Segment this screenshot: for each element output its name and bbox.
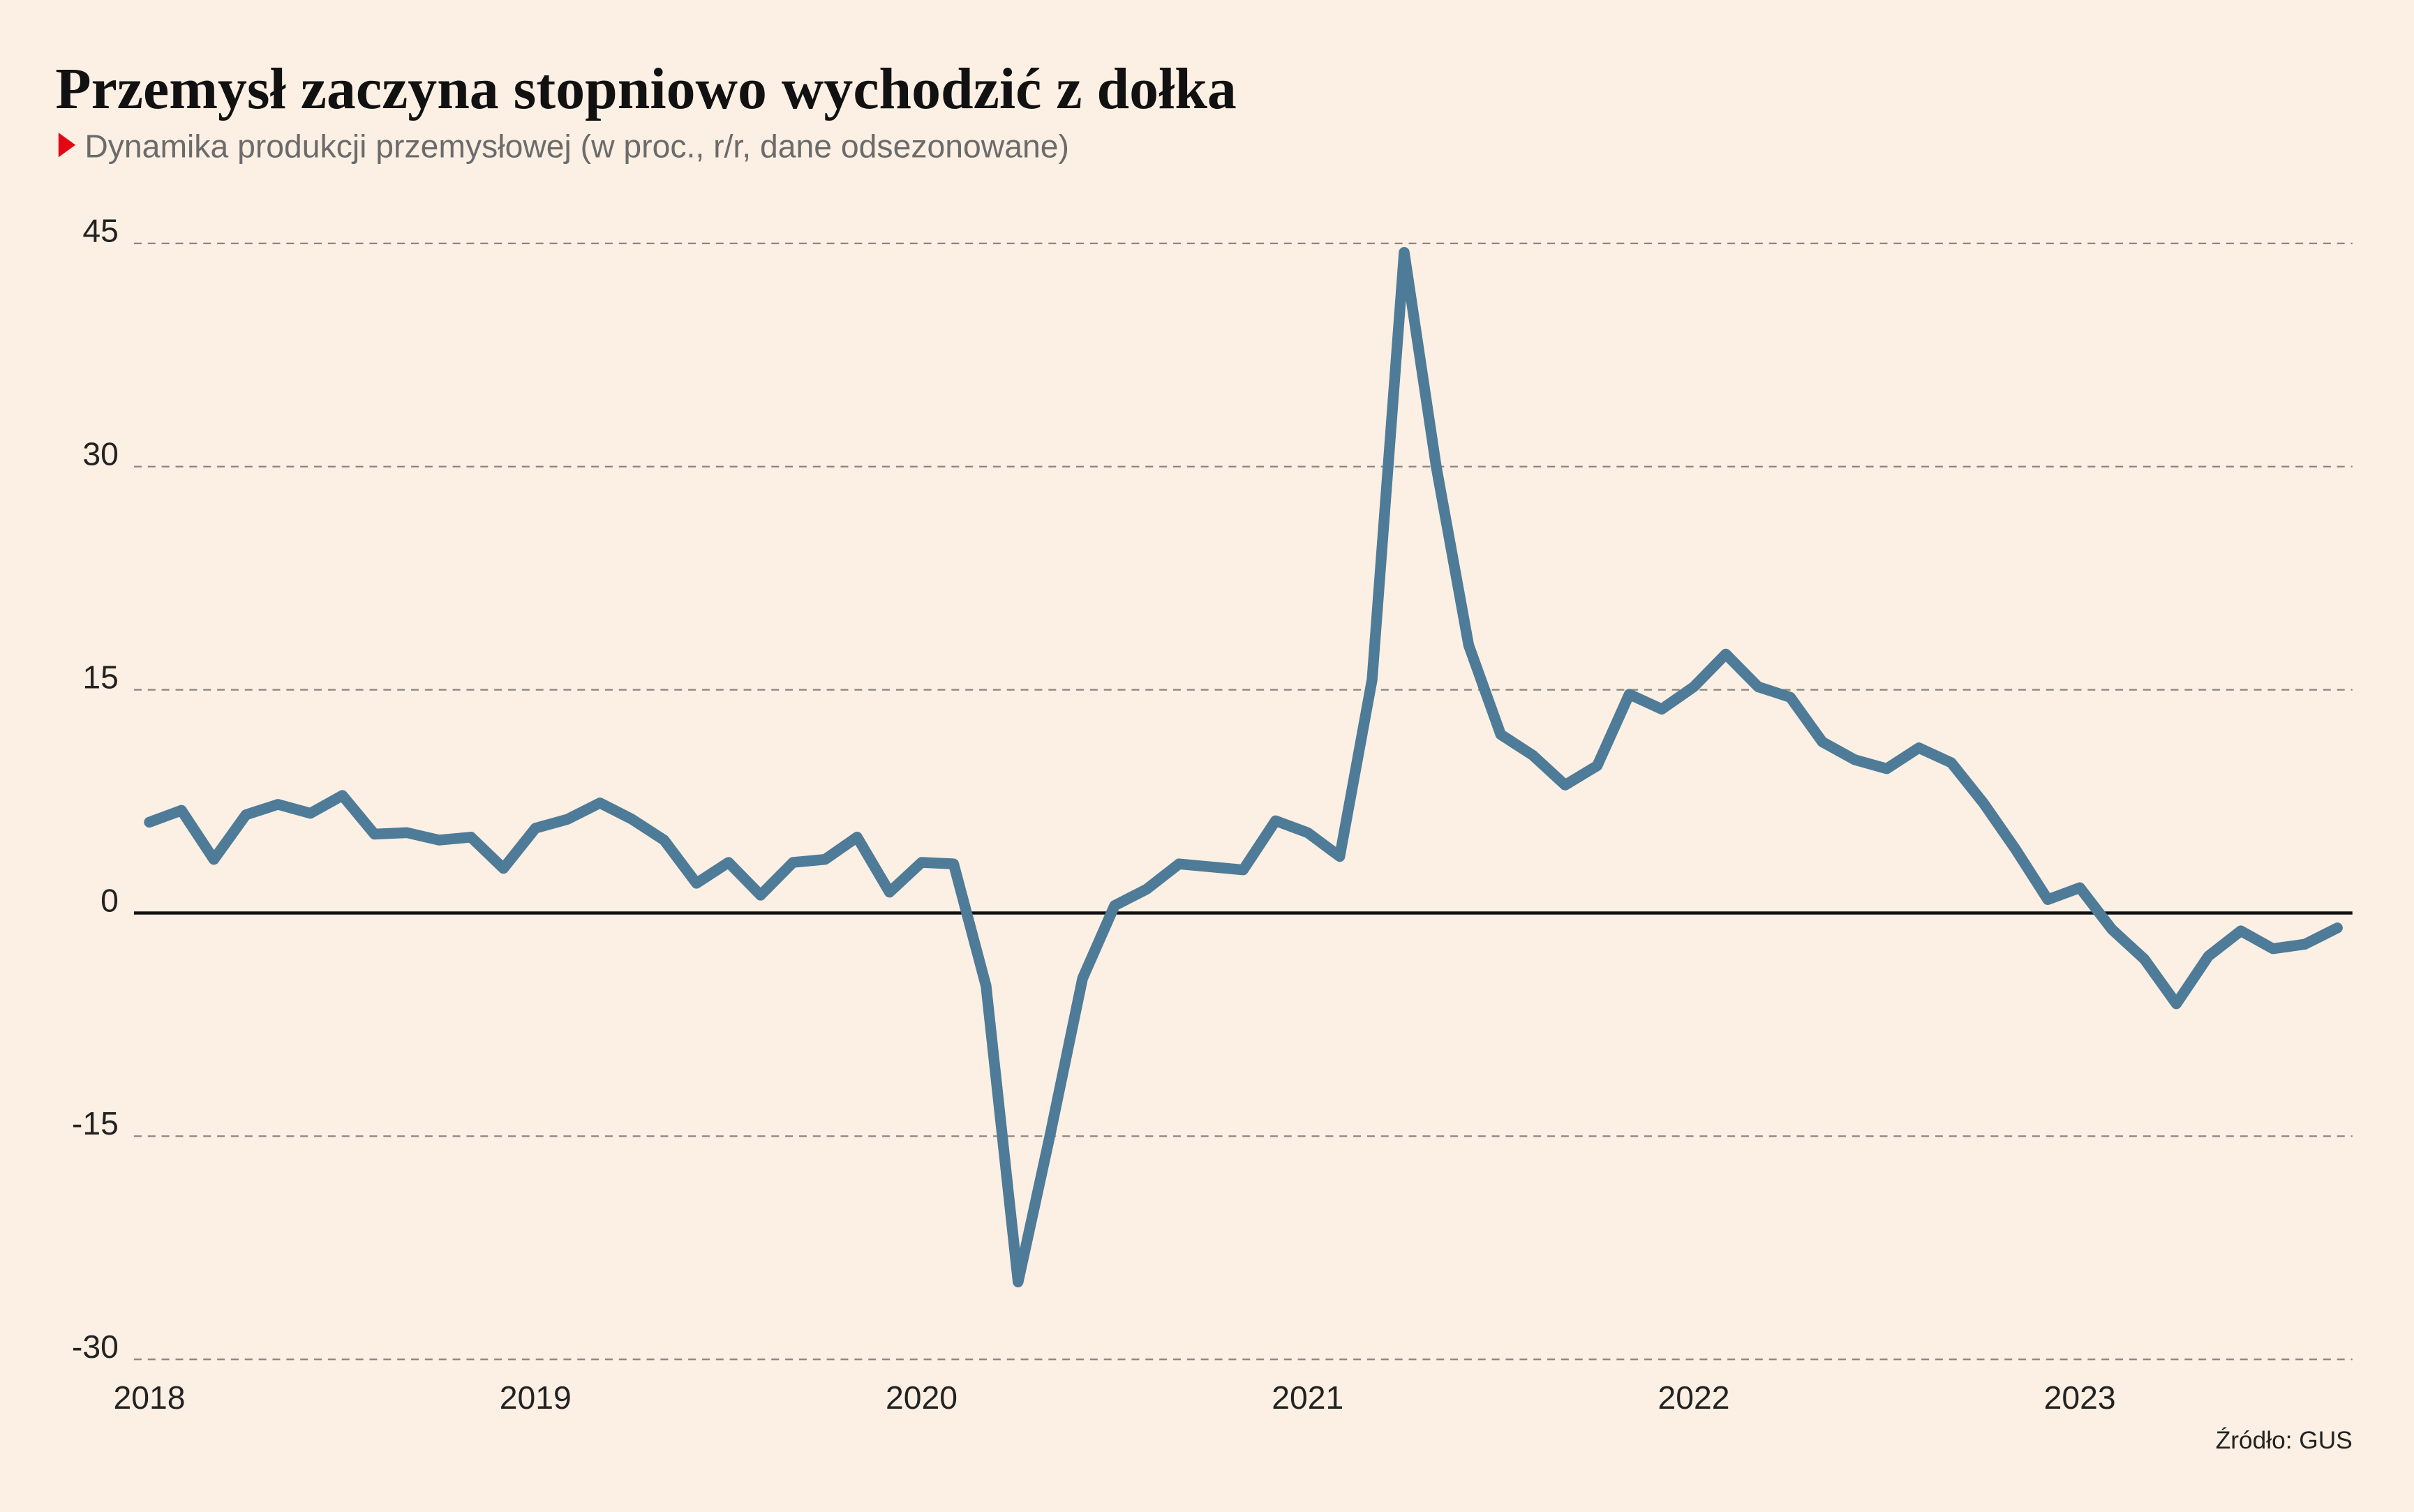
y-tick-label: 30 [82, 436, 119, 472]
x-tick-label: 2020 [886, 1379, 958, 1416]
y-tick-label: 45 [82, 213, 119, 249]
y-tick-label: 0 [100, 882, 119, 918]
y-tick-label: 15 [82, 659, 119, 695]
x-tick-label: 2023 [2044, 1379, 2116, 1416]
x-tick-label: 2022 [1657, 1379, 1729, 1416]
y-tick-label: -30 [72, 1328, 119, 1365]
chart-title: Przemysł zaczyna stopniowo wychodzić z d… [55, 57, 1236, 121]
data-line [144, 246, 2343, 1288]
x-tick-label: 2021 [1272, 1379, 1343, 1416]
subtitle-marker [58, 133, 76, 158]
x-tick-label: 2018 [114, 1379, 186, 1416]
source: Źródło: GUS [2216, 1427, 2353, 1454]
chart-subtitle: Dynamika produkcji przemysłowej (w proc.… [84, 128, 1069, 164]
x-tick-label: 2019 [500, 1379, 572, 1416]
y-tick-label: -15 [72, 1105, 119, 1142]
